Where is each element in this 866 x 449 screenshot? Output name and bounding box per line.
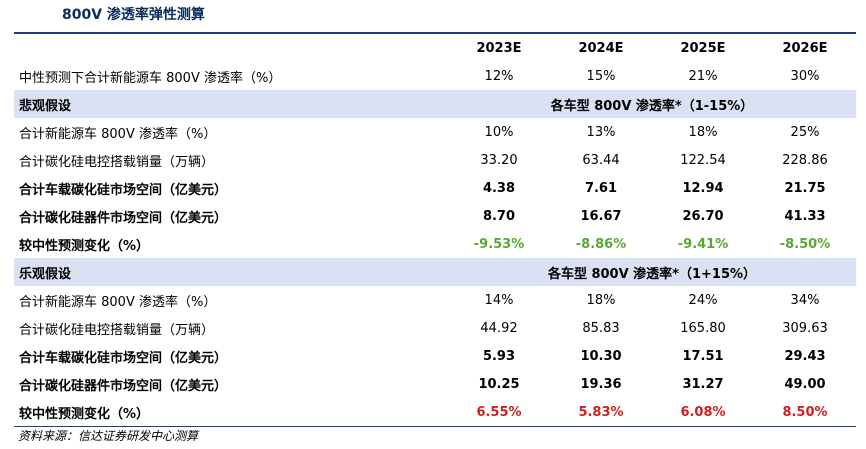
change-value: -8.50% [779,236,831,252]
row-label: 合计新能源车 800V 渗透率（%） [19,126,217,142]
cell-value: 10.30 [580,348,622,364]
row-label: 合计新能源车 800V 渗透率（%） [19,294,217,310]
cell-value: 16.67 [580,208,622,224]
cell-value: 12.94 [682,180,724,196]
table-row: 合计碳化硅电控搭载销量（万辆） 33.20 63.44 122.54 228.8… [14,146,856,174]
change-value: 6.55% [448,398,550,427]
change-value: -9.53% [473,236,525,252]
cell-value: 49.00 [784,376,826,392]
cell-value: 21% [688,68,718,84]
cell-value: 309.63 [782,320,828,336]
row-label: 中性预测下合计新能源车 800V 渗透率（%） [19,70,282,86]
table-row: 合计碳化硅器件市场空间（亿美元） 8.70 16.67 26.70 41.33 [14,202,856,230]
cell-value: 10% [484,124,514,140]
header-row: 2023E 2024E 2025E 2026E [14,34,856,62]
cell-value: 44.92 [480,320,518,336]
row-label: 合计碳化硅电控搭载销量（万辆） [19,154,215,170]
cell-value: 13% [586,124,616,140]
cell-value: 18% [586,292,616,308]
table-row: 合计新能源车 800V 渗透率（%） 14% 18% 24% 34% [14,286,856,314]
table-row: 合计碳化硅电控搭载销量（万辆） 44.92 85.83 165.80 309.6… [14,314,856,342]
cell-value: 12% [484,68,514,84]
year-header: 2024E [578,40,624,56]
table-row: 合计新能源车 800V 渗透率（%） 10% 13% 18% 25% [14,118,856,146]
row-label: 合计碳化硅器件市场空间（亿美元） [19,378,228,394]
year-header: 2023E [476,40,522,56]
cell-value: 19.36 [580,376,622,392]
section-title: 乐观假设 [14,258,448,286]
cell-value: 17.51 [682,348,724,364]
table-row: 较中性预测变化（%） -9.53% -8.86% -9.41% -8.50% [14,230,856,258]
table-row: 合计车载碳化硅市场空间（亿美元） 5.93 10.30 17.51 29.43 [14,342,856,370]
cell-value: 4.38 [482,180,516,196]
change-value: 8.50% [754,398,856,427]
change-value: 6.08% [652,398,754,427]
source-note: 资料来源：信达证券研发中心测算 [18,429,199,443]
cell-value: 26.70 [682,208,724,224]
row-label: 合计碳化硅电控搭载销量（万辆） [19,322,215,338]
row-label: 较中性预测变化（%） [19,238,150,254]
cell-value: 165.80 [680,320,726,336]
change-value: 5.83% [550,398,652,427]
cell-value: 85.83 [582,320,620,336]
title-rule [14,32,856,34]
row-label: 合计车载碳化硅市场空间（亿美元） [19,350,228,366]
cell-value: 10.25 [478,376,520,392]
pessimistic-section-header: 悲观假设 各车型 800V 渗透率*（1-15%） [14,90,856,118]
change-value: -9.41% [677,236,729,252]
row-label: 较中性预测变化（%） [14,398,448,427]
optimistic-section-header: 乐观假设 各车型 800V 渗透率*（1+15%） [14,258,856,286]
header-empty [14,34,448,62]
cell-value: 8.70 [482,208,516,224]
table-row: 合计碳化硅器件市场空间（亿美元） 10.25 19.36 31.27 49.00 [14,370,856,398]
section-assumption: 各车型 800V 渗透率*（1-15%） [448,90,856,118]
cell-value: 14% [484,292,514,308]
cell-value: 31.27 [682,376,724,392]
cell-value: 122.54 [680,152,726,168]
cell-value: 41.33 [784,208,826,224]
cell-value: 15% [586,68,616,84]
cell-value: 25% [790,124,820,140]
cell-value: 7.61 [584,180,618,196]
change-value: -8.86% [575,236,627,252]
table-row: 较中性预测变化（%） 6.55% 5.83% 6.08% 8.50% [14,398,856,427]
section-title: 悲观假设 [14,90,448,118]
elasticity-table: 2023E 2024E 2025E 2026E 中性预测下合计新能源车 800V… [14,34,856,427]
row-label: 合计车载碳化硅市场空间（亿美元） [19,182,228,198]
year-header: 2025E [680,40,726,56]
cell-value: 5.93 [482,348,516,364]
table-title: 800V 渗透率弹性测算 [62,7,205,23]
cell-value: 33.20 [480,152,518,168]
cell-value: 228.86 [782,152,828,168]
neutral-row: 中性预测下合计新能源车 800V 渗透率（%） 12% 15% 21% 30% [14,62,856,90]
cell-value: 21.75 [784,180,826,196]
row-label: 合计碳化硅器件市场空间（亿美元） [19,210,228,226]
table-row: 合计车载碳化硅市场空间（亿美元） 4.38 7.61 12.94 21.75 [14,174,856,202]
cell-value: 24% [688,292,718,308]
cell-value: 34% [790,292,820,308]
section-assumption: 各车型 800V 渗透率*（1+15%） [448,258,856,286]
cell-value: 30% [790,68,820,84]
cell-value: 29.43 [784,348,826,364]
year-header: 2026E [782,40,828,56]
cell-value: 63.44 [582,152,620,168]
cell-value: 18% [688,124,718,140]
